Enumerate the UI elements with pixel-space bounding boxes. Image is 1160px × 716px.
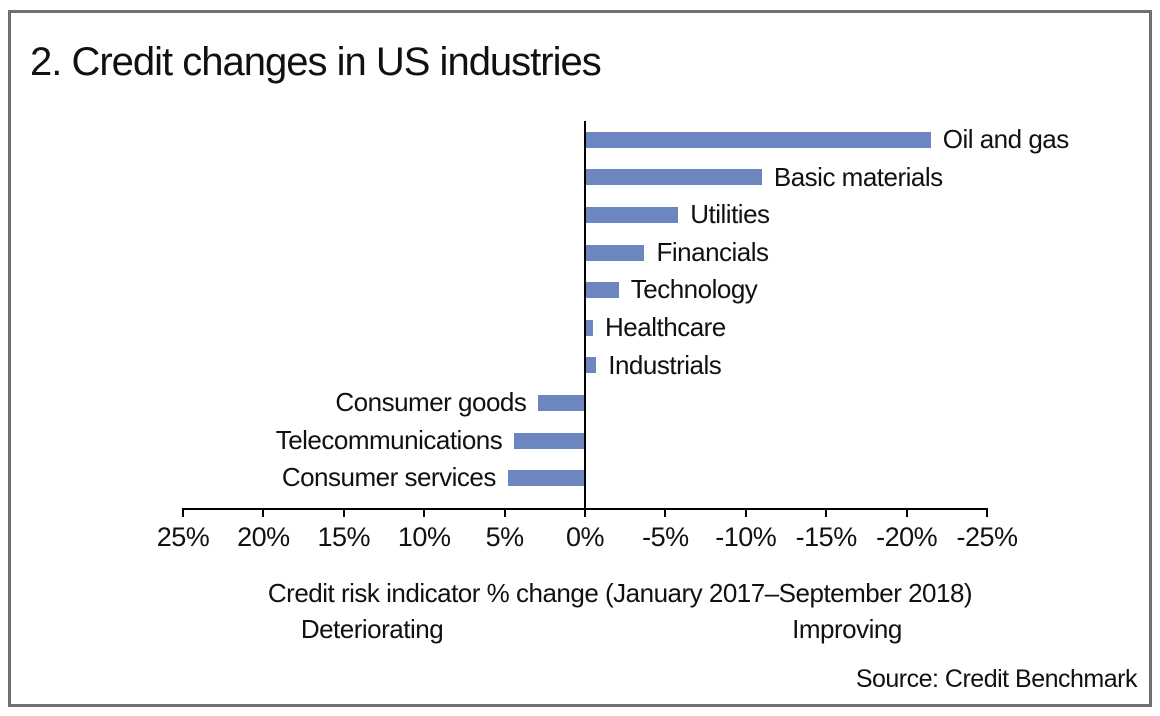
bar xyxy=(507,470,585,487)
bar xyxy=(514,432,585,449)
bar-row: Financials xyxy=(183,234,987,272)
x-tick-mark xyxy=(342,508,345,517)
bar xyxy=(585,206,679,223)
chart-title: 2. Credit changes in US industries xyxy=(30,40,602,84)
x-tick-label: 25% xyxy=(156,522,210,552)
x-tick-mark xyxy=(503,508,506,517)
category-label: Industrials xyxy=(608,349,722,380)
x-tick-mark xyxy=(262,508,265,517)
category-label: Telecommunications xyxy=(275,424,503,455)
x-tick-label: 0% xyxy=(565,522,605,552)
bar xyxy=(585,244,645,261)
x-tick-mark xyxy=(664,508,667,517)
bar-row: Industrials xyxy=(183,347,987,385)
x-tick-mark xyxy=(584,508,586,517)
zero-baseline xyxy=(584,121,586,508)
x-tick-label: -20% xyxy=(876,522,938,552)
x-tick-label: -15% xyxy=(795,522,858,552)
x-tick-mark xyxy=(744,508,747,517)
bar-row: Technology xyxy=(183,271,987,309)
category-label: Technology xyxy=(630,274,758,305)
bars-container: Oil and gas Basic materials Utilities Finan… xyxy=(183,121,1070,497)
x-tick-label: 5% xyxy=(485,522,525,552)
category-label: Oil and gas xyxy=(942,124,1070,154)
bar xyxy=(585,131,931,148)
figure-border xyxy=(8,10,1152,707)
x-axis-label: Credit risk indicator % change (January … xyxy=(267,578,973,608)
category-label: Consumer goods xyxy=(335,387,527,418)
category-label: Healthcare xyxy=(605,312,726,342)
category-label: Consumer services xyxy=(281,462,497,493)
x-tick-label: 15% xyxy=(317,522,371,552)
bar xyxy=(585,169,762,186)
category-label: Financials xyxy=(656,236,769,267)
improving-annotation: Improving xyxy=(792,614,902,644)
bar xyxy=(585,319,594,336)
bar-row: Telecommunications xyxy=(183,422,987,460)
x-tick-label: -10% xyxy=(715,522,777,552)
x-tick-mark xyxy=(825,508,828,517)
x-tick-label: -25% xyxy=(956,522,1018,552)
category-label: Utilities xyxy=(690,199,770,230)
bar-row: Consumer goods xyxy=(183,384,987,422)
bar xyxy=(585,282,619,299)
x-tick-mark xyxy=(905,508,908,517)
x-tick-label: 20% xyxy=(237,522,290,552)
category-label: Basic materials xyxy=(773,161,943,192)
x-tick-label: 10% xyxy=(397,522,451,552)
plot-area: Oil and gas Basic materials Utilities Finan… xyxy=(157,121,1070,552)
bar-row: Consumer services xyxy=(183,459,987,497)
bar xyxy=(538,394,585,411)
x-tick-label: -5% xyxy=(642,522,689,552)
bar-row: Oil and gas xyxy=(183,121,1069,159)
x-tick-mark xyxy=(182,508,184,517)
x-tick-mark xyxy=(423,508,426,517)
bar-row: Utilities xyxy=(183,196,987,234)
x-tick-mark xyxy=(986,508,988,517)
deteriorating-annotation: Deteriorating xyxy=(300,614,444,644)
bar xyxy=(585,357,597,374)
bar-row: Healthcare xyxy=(183,309,987,347)
source-note: Source: Credit Benchmark xyxy=(855,665,1138,693)
bar-row: Basic materials xyxy=(183,159,987,197)
